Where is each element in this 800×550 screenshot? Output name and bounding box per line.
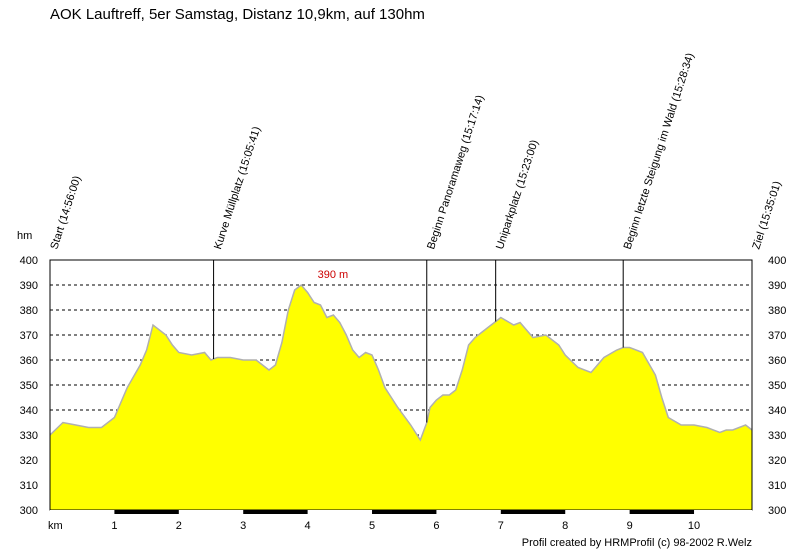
y-tick-label-right: 350 (768, 380, 786, 392)
x-tick-label: 5 (369, 520, 375, 532)
scale-bar-segment (372, 510, 437, 514)
x-axis-unit: km (48, 520, 63, 532)
elevation-fill (50, 285, 752, 510)
y-tick-label-left: 340 (20, 405, 38, 417)
scale-bar-segment (243, 510, 308, 514)
y-tick-label-left: 350 (20, 380, 38, 392)
waypoint-label: Beginn letzte Steigung im Wald (15:28:34… (622, 52, 697, 251)
y-tick-label-right: 310 (768, 480, 786, 492)
waypoint-label: Ziel (15:35:01) (750, 180, 783, 251)
credit-text: Profil created by HRMProfil (c) 98-2002 … (522, 537, 752, 549)
y-axis-right: 400 390 380 370 360 350 340 330 320 310 300 (768, 255, 786, 517)
x-tick-label: 2 (176, 520, 182, 532)
y-tick-label-right: 330 (768, 430, 786, 442)
y-tick-label-left: 360 (20, 355, 38, 367)
y-tick-label-left: 310 (20, 480, 38, 492)
peak-annotation: 390 m (318, 269, 349, 281)
y-tick-label-left: 300 (20, 505, 38, 517)
x-tick-label: 1 (111, 520, 117, 532)
y-tick-label-left: 380 (20, 305, 38, 317)
y-tick-label-right: 370 (768, 330, 786, 342)
scale-bar-segment (629, 510, 695, 514)
x-tick-label: 9 (627, 520, 633, 532)
y-tick-label-right: 360 (768, 355, 786, 367)
x-tick-label: 7 (498, 520, 504, 532)
waypoint-labels: Start (14:56:00) Kurve Müllplatz (15:05:4… (48, 52, 783, 251)
waypoint-lines (213, 260, 624, 423)
chart-title: AOK Lauftreff, 5er Samstag, Distanz 10,9… (50, 6, 425, 23)
waypoint-label: Uniparkplatz (15:23:00) (494, 138, 541, 250)
x-tick-label: 4 (305, 520, 311, 532)
x-tick-label: 8 (562, 520, 568, 532)
waypoint-label: Beginn Panoramaweg (15:17:14) (425, 94, 486, 251)
y-tick-label-left: 370 (20, 330, 38, 342)
y-tick-label-right: 400 (768, 255, 786, 267)
x-tick-label: 10 (688, 520, 700, 532)
y-tick-label-right: 320 (768, 455, 786, 467)
elevation-area (49, 283, 753, 510)
y-tick-label-right: 340 (768, 405, 786, 417)
scale-bar-segment (500, 510, 566, 514)
y-tick-label-left: 400 (20, 255, 38, 267)
y-tick-label-left: 320 (20, 455, 38, 467)
y-tick-label-right: 380 (768, 305, 786, 317)
x-tick-label: 3 (240, 520, 246, 532)
y-tick-label-left: 390 (20, 280, 38, 292)
waypoint-label: Kurve Müllplatz (15:05:41) (212, 125, 263, 251)
x-axis: 1 2 3 4 5 6 7 8 9 10 (111, 520, 700, 532)
y-tick-label-left: 330 (20, 430, 38, 442)
y-tick-label-right: 300 (768, 505, 786, 517)
x-tick-label: 6 (433, 520, 439, 532)
scale-bar-segment (114, 510, 179, 514)
y-axis-left: 400 390 380 370 360 350 340 330 320 310 300 (20, 255, 38, 517)
x-axis-scale-bar (50, 510, 752, 514)
y-axis-unit: hm (17, 230, 32, 242)
waypoint-label: Start (14:56:00) (48, 175, 83, 251)
y-tick-label-right: 390 (768, 280, 786, 292)
